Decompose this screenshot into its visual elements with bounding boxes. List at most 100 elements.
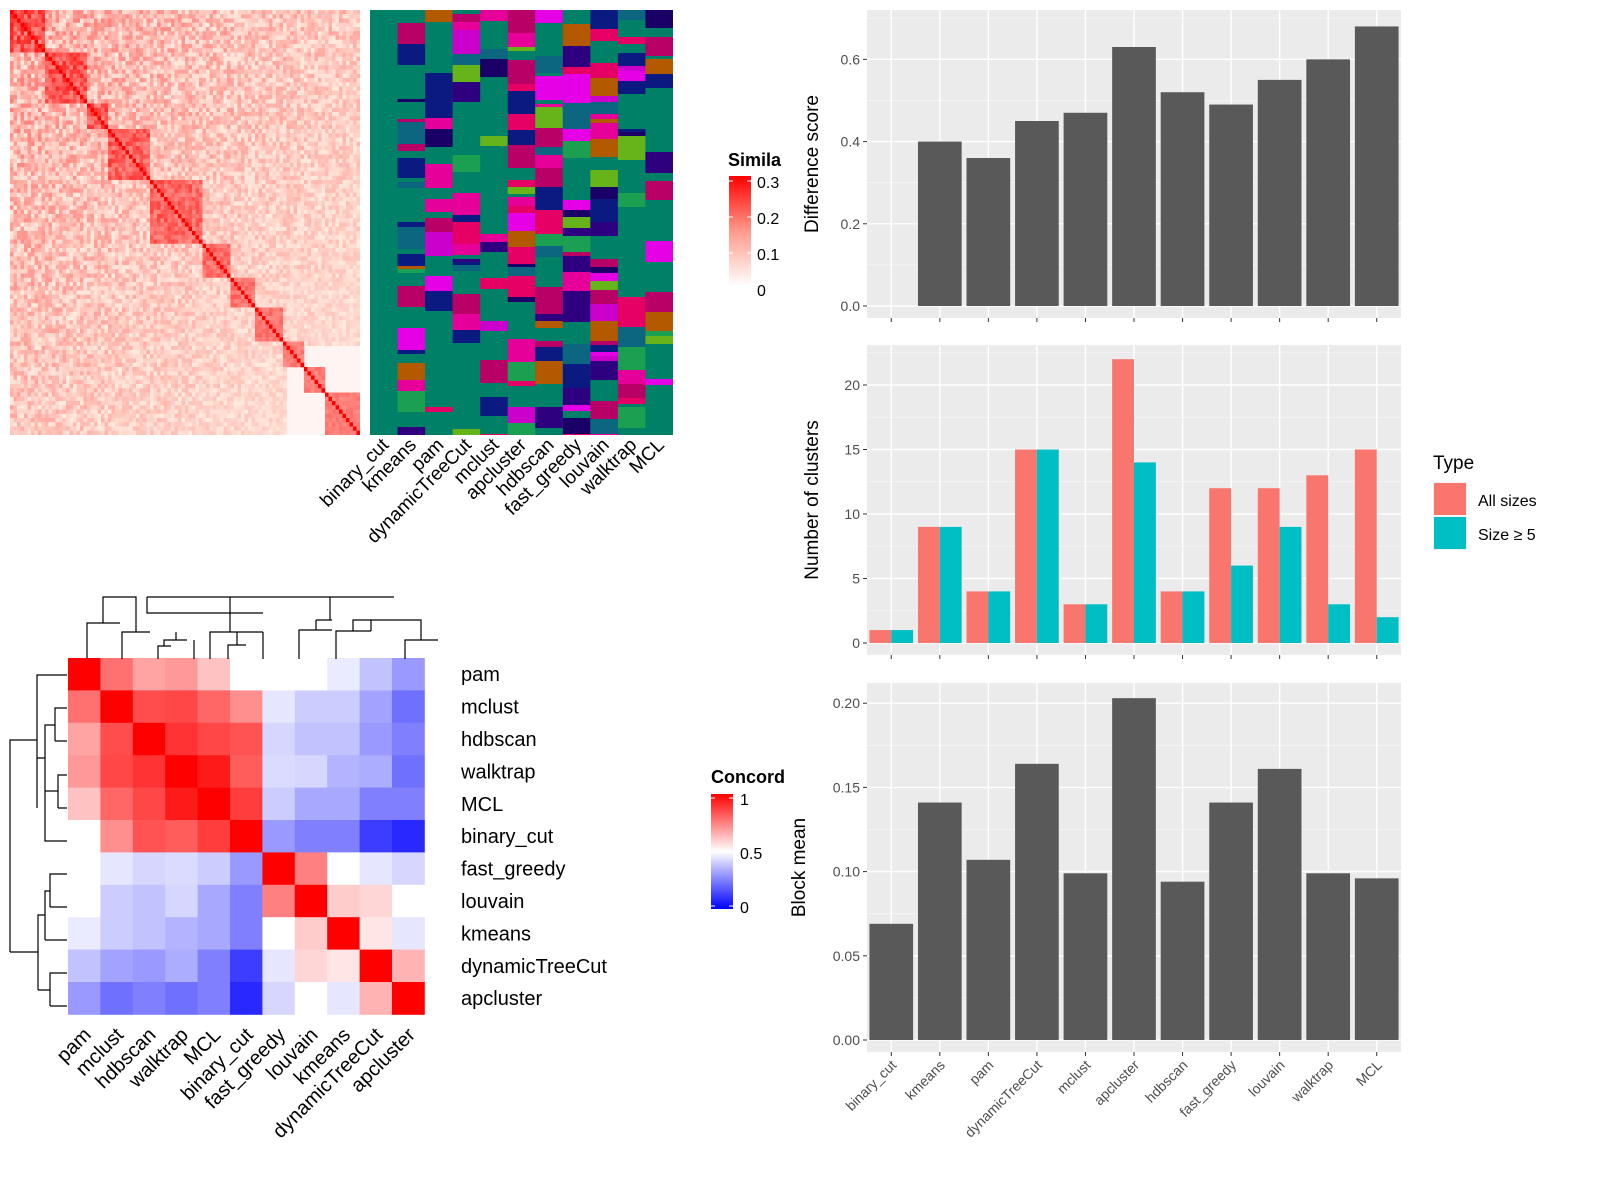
similarity-cell (125, 73, 130, 79)
similarity-cell (48, 52, 53, 58)
similarity-cell (265, 95, 270, 100)
similarity-cell (41, 150, 46, 155)
similarity-cell (311, 141, 315, 147)
similarity-cell (335, 218, 340, 223)
similarity-cell (195, 218, 200, 223)
similarity-cell (13, 214, 18, 219)
similarity-cell (167, 27, 172, 32)
similarity-cell (290, 163, 294, 168)
similarity-cell (136, 124, 140, 130)
similarity-cell (125, 214, 130, 219)
similarity-cell (255, 103, 259, 109)
similarity-cell (136, 112, 140, 117)
similarity-cell (318, 209, 322, 215)
similarity-cell (69, 95, 74, 100)
similarity-cell (304, 95, 308, 100)
similarity-cell (195, 112, 200, 117)
similarity-cell (157, 61, 161, 66)
similarity-cell (27, 180, 32, 185)
similarity-cell (237, 61, 242, 66)
similarity-cell (318, 175, 322, 181)
similarity-cell (97, 154, 102, 160)
similarity-cell (300, 124, 305, 130)
similarity-cell (220, 116, 224, 121)
similarity-cell (318, 201, 322, 206)
similarity-cell (171, 158, 175, 164)
similarity-cell (94, 214, 98, 219)
similarity-cell (150, 150, 154, 155)
similarity-cell (202, 154, 207, 160)
similarity-cell (353, 154, 357, 160)
similarity-cell (171, 86, 175, 92)
similarity-cell (342, 48, 347, 53)
similarity-cell (80, 95, 84, 100)
similarity-cell (83, 163, 88, 168)
similarity-cell (251, 214, 256, 219)
similarity-cell (59, 69, 63, 75)
similarity-cell (97, 69, 102, 75)
similarity-cell (157, 65, 161, 70)
similarity-cell (251, 192, 256, 198)
similarity-cell (300, 158, 305, 164)
similarity-cell (293, 61, 298, 66)
similarity-cell (209, 120, 214, 126)
similarity-cell (171, 48, 175, 53)
similarity-cell (332, 129, 336, 134)
similarity-cell (83, 188, 88, 194)
similarity-cell (41, 56, 46, 62)
similarity-cell (283, 171, 287, 177)
similarity-cell (10, 137, 14, 143)
similarity-cell (20, 129, 25, 134)
similarity-cell (62, 154, 67, 160)
similarity-cell (339, 214, 343, 219)
similarity-cell (55, 197, 60, 202)
similarity-cell (349, 133, 354, 138)
similarity-cell (220, 120, 224, 126)
similarity-cell (174, 116, 179, 121)
similarity-cell (20, 116, 25, 121)
similarity-cell (87, 95, 91, 100)
similarity-cell (157, 78, 161, 83)
similarity-cell (59, 171, 63, 177)
similarity-cell (279, 141, 284, 147)
similarity-cell (192, 27, 196, 32)
similarity-cell (153, 112, 158, 117)
similarity-cell (328, 31, 333, 36)
similarity-cell (279, 90, 284, 96)
similarity-cell (349, 141, 354, 147)
similarity-cell (76, 116, 81, 121)
similarity-cell (10, 73, 14, 79)
similarity-cell (349, 197, 354, 202)
similarity-cell (202, 99, 207, 104)
similarity-cell (300, 86, 305, 92)
similarity-cell (188, 65, 193, 70)
similarity-cell (101, 86, 105, 92)
similarity-cell (321, 214, 326, 219)
similarity-cell (150, 86, 154, 92)
similarity-cell (339, 133, 343, 138)
similarity-cell (300, 52, 305, 58)
similarity-cell (94, 82, 98, 87)
similarity-cell (181, 184, 186, 189)
similarity-cell (188, 146, 193, 151)
similarity-cell (353, 129, 357, 134)
similarity-cell (94, 18, 98, 24)
similarity-cell (297, 18, 301, 24)
similarity-cell (13, 73, 18, 79)
similarity-cell (31, 39, 35, 45)
similarity-cell (101, 192, 105, 198)
similarity-cell (332, 184, 336, 189)
similarity-cell (10, 52, 14, 58)
similarity-cell (272, 39, 277, 45)
similarity-cell (195, 14, 200, 19)
similarity-cell (349, 103, 354, 109)
similarity-cell (318, 69, 322, 75)
similarity-cell (139, 120, 144, 126)
similarity-cell (104, 65, 109, 70)
similarity-cell (297, 103, 301, 109)
similarity-cell (150, 61, 154, 66)
similarity-cell (188, 27, 193, 32)
similarity-cell (286, 39, 291, 45)
similarity-cell (188, 69, 193, 75)
similarity-cell (150, 116, 154, 121)
